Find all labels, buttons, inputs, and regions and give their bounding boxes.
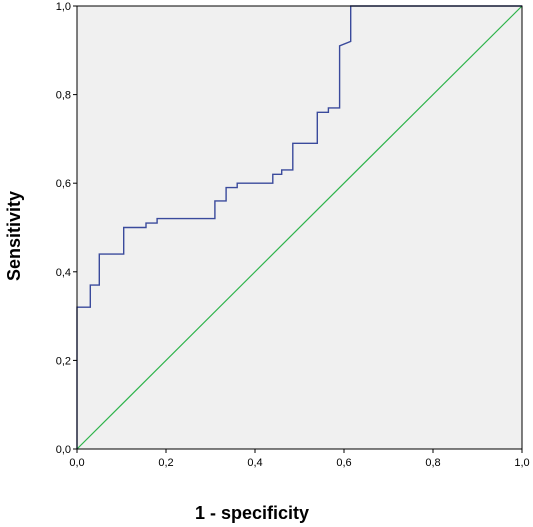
y-tick-label: 0,4 bbox=[56, 267, 71, 279]
roc-curve-layer bbox=[76, 5, 522, 449]
x-tick-label: 0,4 bbox=[247, 457, 262, 469]
y-tick-label: 0,6 bbox=[56, 178, 71, 190]
y-axis-title: Sensitivity bbox=[4, 191, 24, 281]
reference-line-layer bbox=[76, 5, 523, 450]
y-axis-ticks: 0,0 0,2 0,4 0,6 0,8 1,0 bbox=[56, 1, 77, 456]
y-tick-label: 0,2 bbox=[56, 355, 71, 367]
x-tick-label: 0,2 bbox=[158, 457, 173, 469]
y-tick-label: 0,8 bbox=[56, 90, 71, 102]
roc-curve-line bbox=[76, 5, 522, 449]
plot-area-frame bbox=[76, 5, 523, 450]
x-axis-ticks: 0,0 0,2 0,4 0,6 0,8 1,0 bbox=[69, 449, 530, 469]
y-tick-label: 1,0 bbox=[56, 1, 71, 13]
y-tick-label: 0,0 bbox=[56, 444, 71, 456]
x-tick-label: 1,0 bbox=[514, 457, 529, 469]
x-axis-title: 1 - specificity bbox=[195, 503, 309, 523]
x-tick-label: 0,0 bbox=[69, 457, 84, 469]
x-tick-label: 0,8 bbox=[425, 457, 440, 469]
x-tick-label: 0,6 bbox=[336, 457, 351, 469]
reference-diagonal-line bbox=[76, 5, 523, 450]
